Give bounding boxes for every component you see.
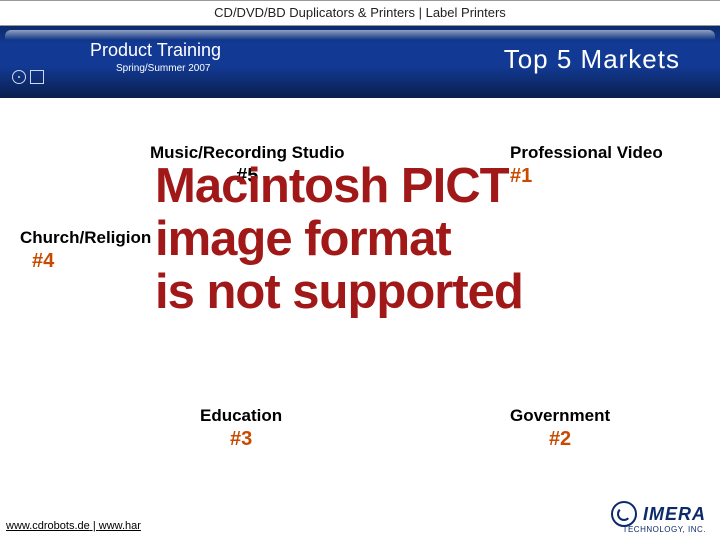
header-band: Product Training Spring/Summer 2007 Top …	[0, 26, 720, 98]
footer-logo: IMERA TECHNOLOGY, INC.	[611, 501, 706, 534]
header-left: Product Training Spring/Summer 2007	[90, 40, 221, 74]
square-icon	[30, 70, 44, 84]
slide-root: CD/DVD/BD Duplicators & Printers | Label…	[0, 0, 720, 540]
slide-title: Top 5 Markets	[504, 44, 680, 75]
top-bar-text: CD/DVD/BD Duplicators & Printers | Label…	[214, 5, 506, 20]
circle-icon	[12, 70, 26, 84]
market-rank: #3	[200, 428, 282, 451]
footer-sep: |	[90, 520, 99, 532]
top-bar: CD/DVD/BD Duplicators & Printers | Label…	[0, 0, 720, 26]
content-area: Music/Recording Studio #5 Professional V…	[0, 98, 720, 540]
footer-link-2[interactable]: www.har	[99, 520, 141, 532]
pict-line-2: image format	[155, 212, 451, 266]
pict-error-message: Macintosh PICT image format is not suppo…	[155, 160, 595, 319]
logo-word: IMERA	[643, 504, 706, 525]
market-label: Education	[200, 406, 282, 426]
market-rank: #2	[510, 428, 610, 451]
market-rank: #4	[20, 250, 151, 273]
market-label: Church/Religion	[20, 228, 151, 248]
market-education: Education #3	[200, 406, 282, 451]
market-government: Government #2	[510, 406, 610, 451]
market-church-religion: Church/Religion #4	[20, 228, 151, 273]
product-training-title: Product Training	[90, 40, 221, 61]
product-training-subtitle: Spring/Summer 2007	[90, 63, 221, 74]
logo-ring-icon	[611, 501, 637, 527]
market-label: Government	[510, 406, 610, 426]
brand-row: IMERA	[611, 501, 706, 527]
mini-logo	[12, 70, 44, 84]
footer-links: www.cdrobots.de | www.har	[6, 520, 141, 532]
footer-link-1[interactable]: www.cdrobots.de	[6, 520, 90, 532]
pict-line-3: is not supported	[155, 265, 523, 319]
header-glare	[5, 30, 715, 40]
pict-line-1: Macintosh PICT	[155, 159, 509, 213]
